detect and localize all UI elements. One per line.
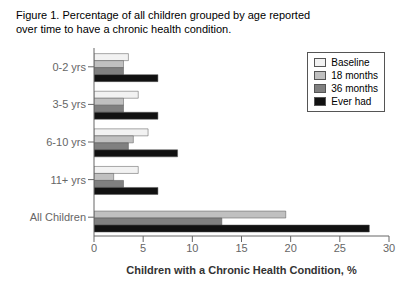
svg-text:10: 10: [186, 242, 198, 254]
svg-text:Children with a Chronic Health: Children with a Chronic Health Condition…: [126, 264, 357, 276]
svg-text:25: 25: [334, 242, 346, 254]
svg-text:11+ yrs: 11+ yrs: [50, 174, 86, 186]
html-text:18 months: 18 months: [331, 70, 378, 81]
svg-text:15: 15: [235, 242, 247, 254]
svg-text:3-5 yrs: 3-5 yrs: [52, 98, 86, 110]
svg-text:0-2 yrs: 0-2 yrs: [52, 61, 86, 73]
svg-text:5: 5: [140, 242, 146, 254]
html-text:Ever had: Ever had: [331, 96, 372, 107]
svg-text:30: 30: [383, 242, 395, 254]
html-text:36 months: 36 months: [331, 83, 378, 94]
svg-text:20: 20: [285, 242, 297, 254]
html-text:Baseline: Baseline: [331, 57, 370, 68]
svg-text:6-10 yrs: 6-10 yrs: [46, 136, 86, 148]
html-text:Figure 1. Percentage of all ch: Figure 1. Percentage of all children gro…: [16, 9, 311, 35]
svg-text:0: 0: [91, 242, 97, 254]
svg-text:All Children: All Children: [30, 211, 86, 223]
